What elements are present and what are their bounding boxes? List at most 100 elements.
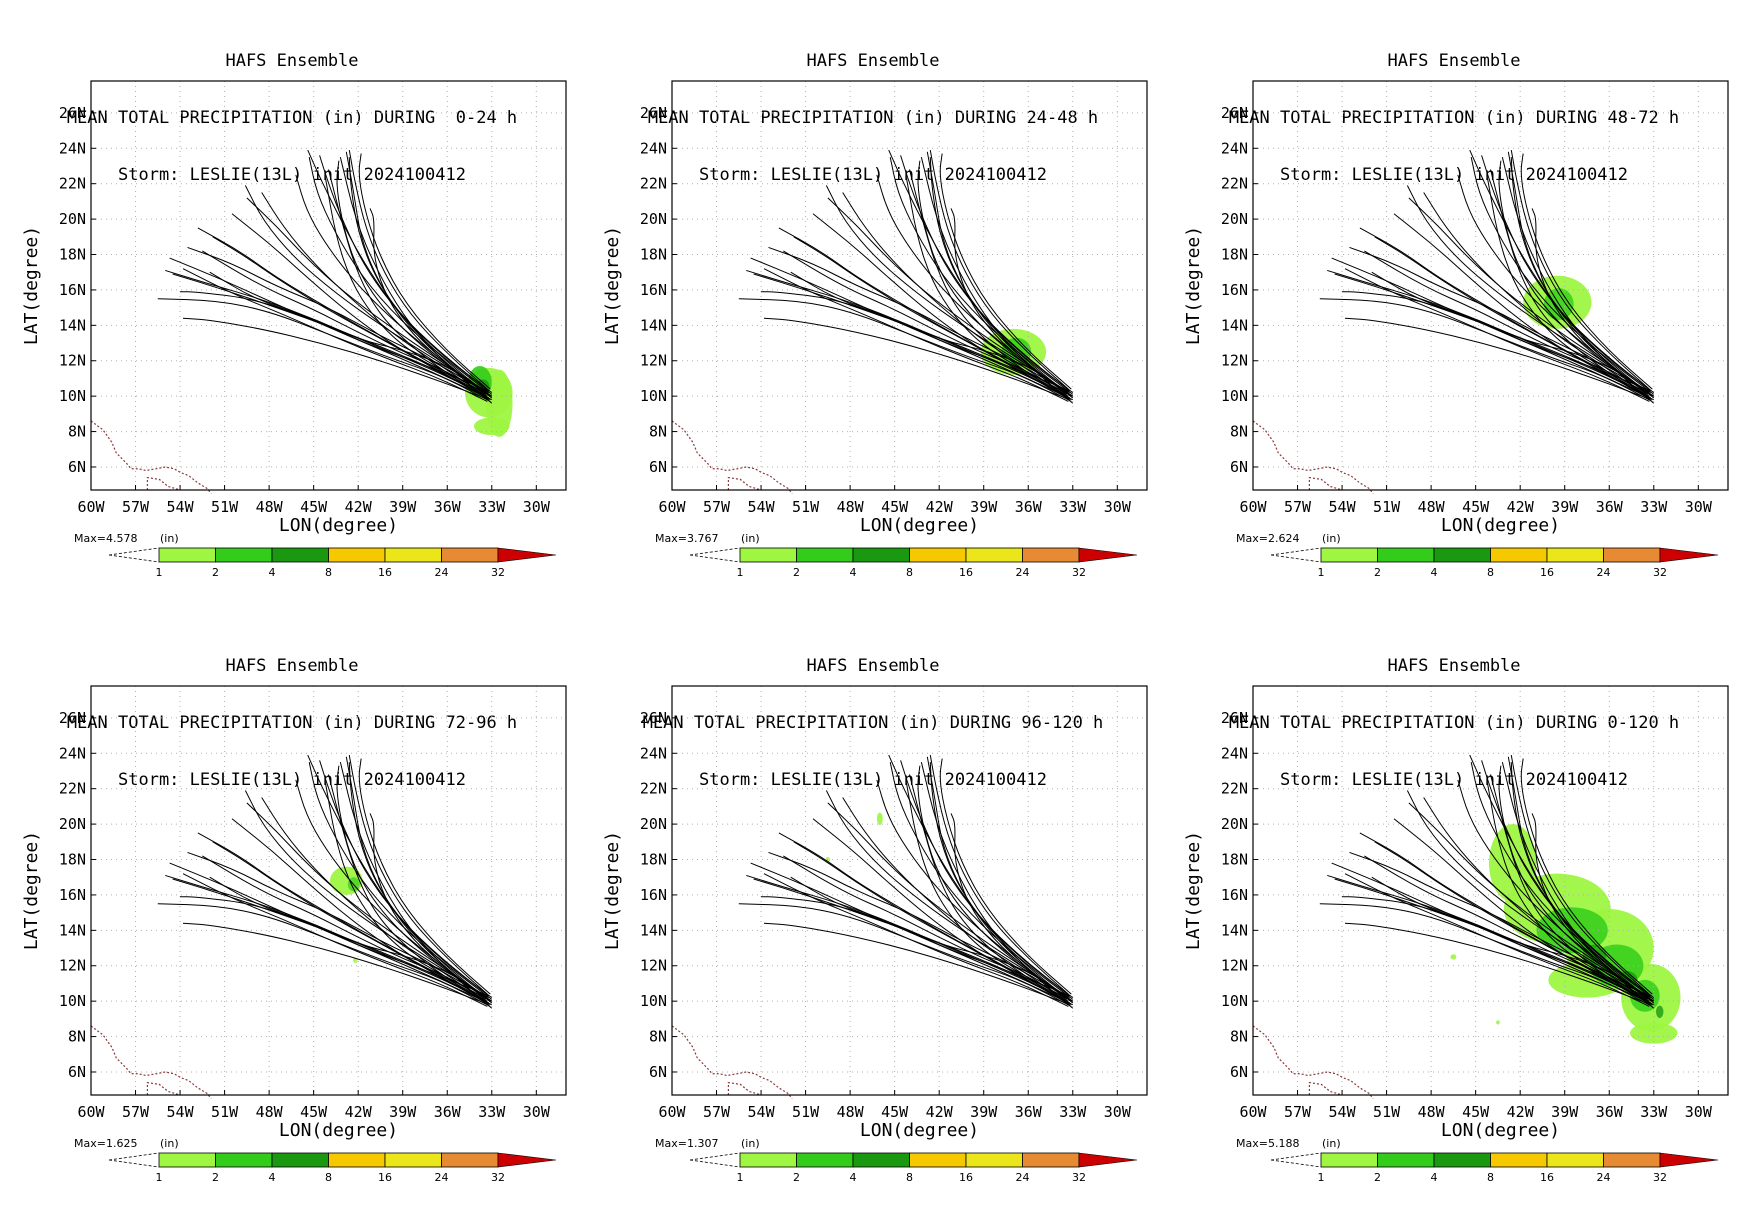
colorbar-swatch <box>796 547 854 563</box>
lon-tick-label: 57W <box>703 1103 731 1121</box>
lon-tick-label: 45W <box>300 1103 328 1121</box>
storm-track <box>1344 268 1650 402</box>
lat-tick-label: 16N <box>1221 886 1248 904</box>
lon-tick-label: 51W <box>211 1103 239 1121</box>
colorbar-label: 8 <box>325 566 332 579</box>
storm-track <box>348 149 488 390</box>
lon-tick-label: 42W <box>926 498 954 516</box>
lat-tick-label: 12N <box>640 352 667 370</box>
map-panel-0-120h: HAFS Ensemble MEAN TOTAL PRECIPITATION (… <box>1166 605 1742 1205</box>
storm-track <box>1423 192 1653 401</box>
colorbar-label: 4 <box>1431 1171 1438 1184</box>
colorbar-label: 1 <box>737 566 744 579</box>
colorbar-swatch <box>739 547 797 563</box>
lon-tick-label: 36W <box>434 498 462 516</box>
gridlines <box>91 81 566 490</box>
storm-track <box>187 851 493 1002</box>
colorbar-swatch <box>158 1152 216 1168</box>
lat-tick-label: 16N <box>1221 281 1248 299</box>
colorbar-wedge-bottom <box>108 1159 160 1168</box>
storm-track <box>909 774 1071 1006</box>
storm-track <box>358 153 491 390</box>
colorbar-swatch <box>1603 1152 1661 1168</box>
precip-area <box>876 812 883 825</box>
lat-tick-label: 20N <box>1221 210 1248 228</box>
units-label: (in) <box>741 1137 760 1150</box>
lat-tick-label: 14N <box>640 921 667 939</box>
storm-track <box>182 268 488 402</box>
coastline <box>90 420 212 494</box>
lon-tick-label: 30W <box>523 1103 551 1121</box>
lat-tick-label: 20N <box>1221 815 1248 833</box>
colorbar-label: 4 <box>1431 566 1438 579</box>
colorbar-label: 16 <box>959 566 973 579</box>
units-label: (in) <box>1322 1137 1341 1150</box>
storm-track <box>1470 157 1655 395</box>
storm-track <box>761 896 1071 997</box>
colorbar-wedge-top <box>108 1152 160 1161</box>
colorbar-label: 4 <box>269 1171 276 1184</box>
storm-track <box>889 157 1074 395</box>
storm-track <box>1344 317 1647 399</box>
colorbar-swatch <box>852 547 910 563</box>
colorbar-swatch <box>1377 1152 1435 1168</box>
storm-track <box>308 762 493 1000</box>
lat-tick-label: 22N <box>59 780 86 798</box>
storm-track <box>1510 754 1650 995</box>
storm-track <box>358 758 491 995</box>
lat-tick-label: 6N <box>1230 1063 1248 1081</box>
colorbar-label: 24 <box>435 1171 449 1184</box>
lon-tick-label: 57W <box>703 498 731 516</box>
lat-tick-label: 6N <box>649 458 667 476</box>
panel-title-ensemble: HAFS Ensemble <box>806 656 940 676</box>
lat-tick-label: 16N <box>59 281 86 299</box>
colorbar-swatch <box>271 547 329 563</box>
lat-tick-label: 18N <box>640 246 667 264</box>
lon-tick-label: 45W <box>881 1103 909 1121</box>
border-line <box>1308 476 1343 491</box>
storm-track <box>336 765 485 999</box>
storm-track <box>842 797 1072 1006</box>
colorbar-swatch <box>852 1152 910 1168</box>
storm-track <box>1520 153 1653 390</box>
lon-tick-label: 51W <box>1373 498 1401 516</box>
storm-track <box>950 813 1074 1002</box>
colorbar-label: 32 <box>1653 1171 1667 1184</box>
lon-tick-label: 45W <box>881 498 909 516</box>
storm-track <box>929 762 1072 1002</box>
precip-area <box>1496 1020 1500 1025</box>
colorbar-label: 2 <box>212 1171 219 1184</box>
lon-tick-label: 33W <box>1640 1103 1668 1121</box>
storm-track <box>939 758 1072 995</box>
colorbar-swatch <box>1546 547 1604 563</box>
gridlines <box>1253 81 1728 490</box>
storm-track <box>750 257 1073 401</box>
precip-area <box>1450 954 1457 960</box>
storm-track <box>169 862 492 1006</box>
colorbar-label: 1 <box>156 1171 163 1184</box>
storm-track <box>1342 291 1652 392</box>
lon-tick-label: 30W <box>523 498 551 516</box>
ensemble-tracks <box>157 754 493 1009</box>
lon-tick-label: 48W <box>256 1103 284 1121</box>
storm-track <box>1520 758 1653 995</box>
lat-tick-label: 20N <box>59 210 86 228</box>
units-label: (in) <box>741 532 760 545</box>
colorbar-label: 8 <box>1487 1171 1494 1184</box>
colorbar-wedge-bottom <box>1270 1159 1322 1168</box>
colorbar-swatch <box>909 1152 967 1168</box>
colorbar-label: 8 <box>1487 566 1494 579</box>
storm-track <box>939 153 1072 390</box>
x-axis-title: LON(degree) <box>1441 1120 1560 1141</box>
precip-map: 60W 57W 54W 51W 48W 45W 42W 39W 36W 33W 30W26N24N2… <box>21 685 567 1184</box>
lat-tick-label: 12N <box>59 957 86 975</box>
max-value-label: Max=1.625 <box>74 1137 137 1150</box>
colorbar-label: 32 <box>1072 1171 1086 1184</box>
lon-tick-label: 45W <box>300 498 328 516</box>
lat-tick-label: 16N <box>640 886 667 904</box>
storm-track <box>328 169 490 401</box>
colorbar-swatch <box>441 1152 499 1168</box>
storm-track <box>197 832 485 1000</box>
lon-tick-label: 42W <box>345 498 373 516</box>
storm-track <box>888 754 1071 997</box>
